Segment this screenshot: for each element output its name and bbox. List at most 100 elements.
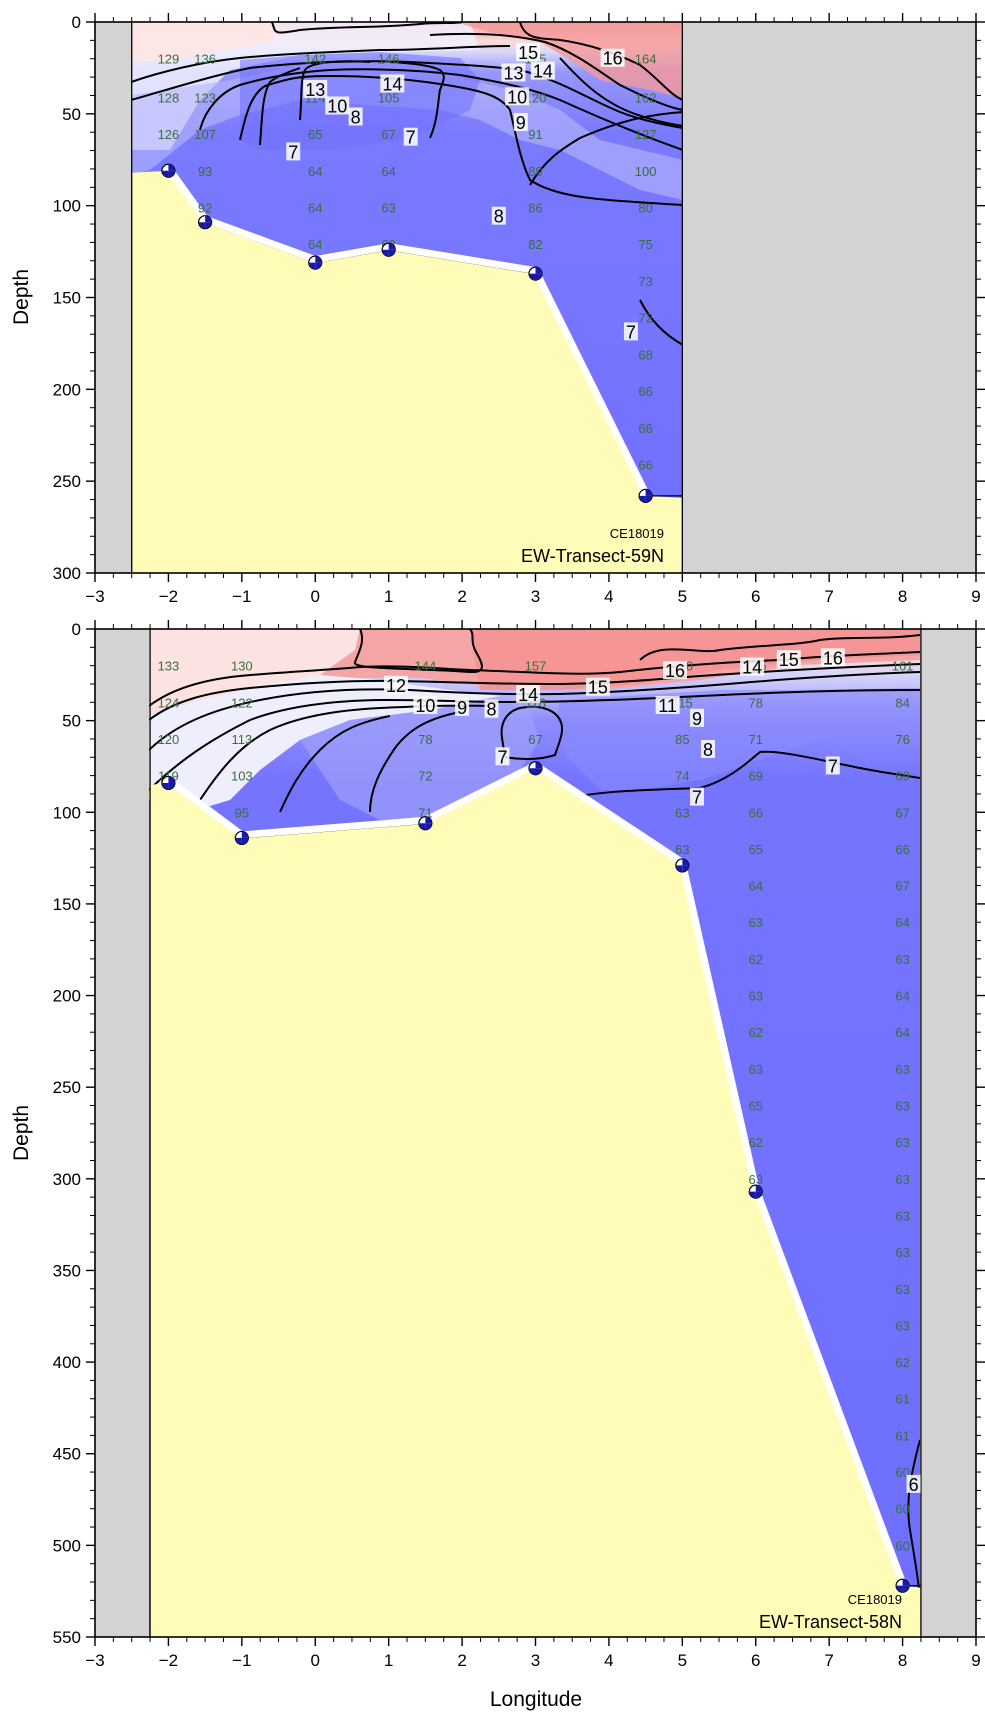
station-marker [895, 1578, 910, 1593]
observation-value: 63 [895, 1318, 909, 1333]
contour-label-bg [690, 787, 705, 806]
axis-ticks: −3 −2 −1 0 1 2 3 4 5 6 7 8 9050100150200250300350400… [53, 620, 985, 1670]
observation-value: 76 [895, 732, 909, 747]
contour-label: 13 [305, 80, 325, 100]
observation-value: 60 [895, 1538, 909, 1553]
contour-label: 14 [382, 74, 402, 94]
observation-value: 64 [308, 237, 322, 252]
station-marker [161, 775, 176, 791]
station-marker [234, 830, 249, 846]
contour-label-bg [325, 96, 350, 115]
station-marker [381, 242, 396, 257]
x-tick-label: 0 [311, 1651, 320, 1670]
y-tick-label: 300 [53, 564, 81, 583]
observation-value: 113 [231, 732, 252, 747]
observation-value: 95 [235, 805, 249, 820]
observation-value: 103 [231, 769, 253, 784]
observation-value: 62 [749, 952, 763, 967]
x-tick-label: 5 [678, 587, 687, 606]
contour-label-bg [505, 87, 530, 106]
observation-value: 61 [895, 1428, 909, 1443]
contour-label-bg [455, 697, 470, 716]
contour-label-bg [484, 699, 499, 718]
observation-value: 123 [194, 90, 216, 105]
y-tick-label: 200 [53, 987, 81, 1006]
observation-value: 62 [749, 1025, 763, 1040]
contour-label-bg [820, 648, 845, 667]
contour-label-bg [413, 695, 438, 714]
contour-label: 13 [503, 63, 523, 83]
x-tick-label: −2 [159, 587, 178, 606]
contour-label-bg [600, 48, 625, 67]
observation-value: 157 [525, 659, 547, 674]
observation-value: 75 [638, 237, 652, 252]
station-marker [161, 163, 176, 178]
observation-value: 82 [528, 237, 542, 252]
contour-lines [131, 22, 683, 346]
observation-value: 63 [675, 842, 689, 857]
y-tick-label: 400 [53, 1353, 81, 1372]
panel-58n: 1331241201191301221131039514499787271157… [10, 620, 985, 1711]
contour-label-bg [513, 113, 528, 132]
observation-value: 64 [895, 1025, 909, 1040]
contour-label: 7 [497, 747, 507, 767]
observation-value: 128 [158, 90, 180, 105]
observation-value: 67 [895, 879, 909, 894]
contour-label: 9 [692, 709, 702, 729]
observation-value: 66 [638, 384, 652, 399]
x-tick-label: 3 [531, 1651, 540, 1670]
observation-value: 107 [194, 127, 216, 142]
observation-value: 65 [308, 127, 322, 142]
transect-label: EW-Transect-59N [521, 546, 664, 566]
observation-value: 64 [308, 201, 322, 216]
observation-value: 66 [895, 842, 909, 857]
x-tick-label: 1 [384, 1651, 393, 1670]
contour-label: 6 [909, 1475, 919, 1495]
observation-value: 69 [749, 769, 763, 784]
contour-label: 10 [507, 87, 527, 107]
contour-label: 7 [406, 128, 416, 148]
observation-value: 126 [158, 127, 180, 142]
contour-label-bg [776, 650, 801, 669]
x-tick-label: 2 [457, 1651, 466, 1670]
contour-label: 8 [494, 207, 504, 227]
observation-value: 63 [749, 1062, 763, 1077]
x-tick-label: −3 [85, 587, 104, 606]
y-tick-label: 50 [62, 712, 81, 731]
x-tick-label: 5 [678, 1651, 687, 1670]
observation-value: 63 [749, 915, 763, 930]
contour-label-bg [623, 322, 638, 341]
observation-value: 60 [895, 1502, 909, 1517]
y-tick-label: 150 [53, 289, 81, 308]
y-tick-label: 350 [53, 1261, 81, 1280]
observation-value: 64 [895, 989, 909, 1004]
observation-values: 1291281261361231079392142114656464641461… [158, 52, 657, 473]
station-marker [675, 858, 690, 873]
observation-value: 124 [158, 695, 180, 710]
contour-label: 16 [603, 49, 623, 69]
observation-value: 130 [231, 659, 253, 674]
contour-label: 15 [518, 43, 538, 63]
x-tick-label: 4 [604, 1651, 613, 1670]
x-tick-label: 6 [751, 1651, 760, 1670]
observation-value: 63 [895, 1282, 909, 1297]
contour-label: 7 [288, 142, 298, 162]
observation-value: 65 [749, 1099, 763, 1114]
x-tick-label: 6 [751, 587, 760, 606]
x-tick-label: −1 [232, 587, 251, 606]
contour-label-bg [690, 708, 705, 727]
observation-value: 71 [418, 805, 432, 820]
observation-value: 120 [158, 732, 180, 747]
observation-value: 63 [895, 1172, 909, 1187]
y-tick-label: 100 [53, 197, 81, 216]
observation-value: 127 [635, 127, 657, 142]
contour-label-bg [906, 1474, 921, 1493]
observation-value: 78 [418, 732, 432, 747]
contour-label-bg [585, 677, 610, 696]
contour-label-bg [303, 79, 328, 98]
y-axis-title: Depth [10, 1105, 33, 1161]
observation-value: 64 [381, 164, 395, 179]
y-tick-label: 200 [53, 380, 81, 399]
